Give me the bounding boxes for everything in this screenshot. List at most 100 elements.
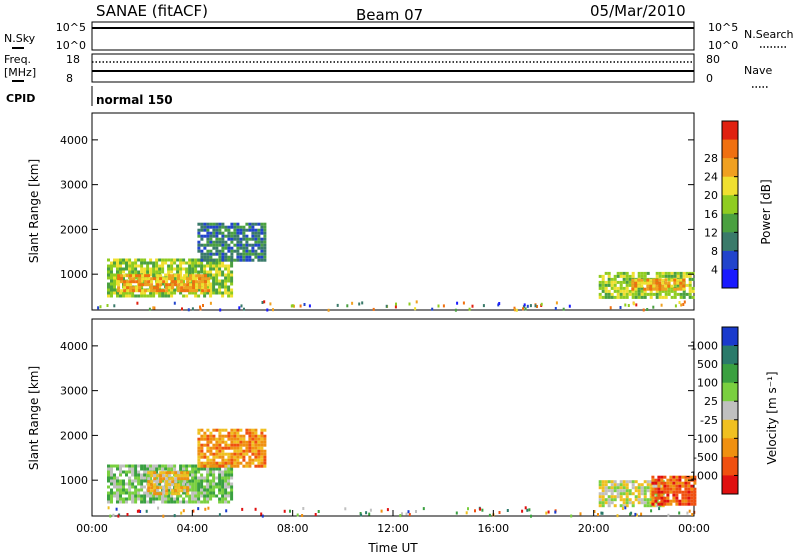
- velocity-cell: [236, 443, 240, 447]
- velocity-cell: [137, 479, 141, 483]
- velocity-cell: [206, 485, 210, 489]
- power-cell: [117, 280, 121, 284]
- velocity-cell: [227, 467, 231, 471]
- power-cell: [601, 289, 605, 293]
- velocity-cell: [251, 428, 255, 432]
- power-cell: [167, 288, 171, 292]
- velocity-cell: [230, 467, 234, 471]
- power-cell: [616, 295, 620, 299]
- velocity-cell: [177, 489, 181, 493]
- x-tick-label: 00:00: [678, 522, 710, 535]
- velocity-cell: [158, 467, 162, 471]
- velocity-cell: [218, 485, 222, 489]
- velocity-cell: [681, 496, 685, 500]
- power-cell: [177, 280, 181, 284]
- velocity-colorbar-label: Velocity [m s⁻¹]: [765, 371, 779, 464]
- velocity-cell: [230, 428, 234, 432]
- power-cell: [619, 286, 623, 290]
- velocity-cell: [159, 480, 163, 484]
- velocity-cell: [155, 497, 159, 501]
- velocity-cell: [260, 437, 264, 441]
- power-cell: [227, 225, 231, 229]
- power-cell: [197, 294, 201, 298]
- velocity-cell: [693, 499, 697, 503]
- power-cell: [604, 292, 608, 296]
- power-cell: [670, 284, 674, 288]
- power-cell: [188, 267, 192, 271]
- power-cell: [158, 264, 162, 268]
- velocity-cell: [227, 464, 231, 468]
- power-cell: [263, 255, 267, 259]
- velocity-cell: [212, 464, 216, 468]
- velocity-cell: [117, 514, 120, 518]
- power-cell: [254, 231, 258, 235]
- velocity-cell: [122, 464, 125, 468]
- velocity-cell: [134, 476, 138, 480]
- power-cell: [212, 276, 216, 280]
- power-cell: [107, 288, 110, 292]
- power-cell: [607, 280, 611, 284]
- velocity-cell: [164, 497, 168, 501]
- velocity-cell: [209, 497, 213, 501]
- colorbar-segment: [722, 327, 738, 347]
- velocity-cell: [146, 467, 150, 471]
- power-cell: [144, 277, 148, 281]
- power-cell: [245, 222, 249, 226]
- velocity-cell: [128, 485, 132, 489]
- cpid-label: CPID: [6, 92, 35, 105]
- power-cell: [209, 294, 213, 298]
- power-cell: [179, 273, 183, 277]
- power-cell: [658, 281, 662, 285]
- velocity-cell: [630, 511, 633, 515]
- velocity-cell: [634, 486, 638, 490]
- power-cell: [454, 308, 457, 312]
- velocity-cell: [203, 467, 207, 471]
- power-cell: [155, 291, 159, 295]
- velocity-cell: [263, 443, 267, 447]
- power-cell: [661, 295, 665, 299]
- velocity-cell: [625, 495, 629, 499]
- power-cell: [616, 280, 620, 284]
- velocity-cell: [200, 488, 204, 492]
- power-cell: [204, 289, 208, 293]
- velocity-cell: [194, 482, 198, 486]
- power-cell: [195, 286, 199, 290]
- power-cell: [230, 246, 234, 250]
- power-cell: [634, 287, 638, 291]
- power-cell: [125, 294, 128, 298]
- velocity-cell: [209, 494, 213, 498]
- velocity-cell: [110, 488, 113, 492]
- power-cell: [129, 289, 133, 293]
- power-cell: [604, 271, 608, 275]
- power-cell: [209, 258, 213, 262]
- velocity-cell: [619, 489, 623, 493]
- velocity-cell: [186, 474, 190, 478]
- velocity-cell: [209, 461, 213, 465]
- velocity-cell: [593, 510, 596, 513]
- velocity-cell: [242, 437, 246, 441]
- velocity-cell: [159, 471, 163, 475]
- power-cell: [607, 274, 611, 278]
- velocity-cell: [159, 492, 163, 496]
- power-cell: [179, 267, 183, 271]
- power-cell: [117, 289, 121, 293]
- velocity-cell: [616, 514, 619, 518]
- velocity-cell: [218, 491, 222, 495]
- power-cell: [161, 294, 165, 298]
- colorbar-tick-label: 28: [704, 152, 718, 165]
- velocity-cell: [116, 485, 119, 489]
- power-cell: [224, 225, 228, 229]
- velocity-cell: [610, 501, 614, 505]
- power-cell: [170, 261, 174, 265]
- power-cell: [260, 243, 264, 247]
- power-cell: [462, 301, 465, 305]
- power-cell: [227, 294, 231, 298]
- velocity-cell: [221, 446, 225, 450]
- power-cell: [212, 228, 216, 232]
- power-cell: [236, 243, 240, 247]
- velocity-cell: [197, 476, 201, 480]
- power-cell: [186, 289, 190, 293]
- power-cell: [204, 280, 208, 284]
- velocity-cell: [610, 486, 614, 490]
- velocity-cell: [631, 501, 635, 505]
